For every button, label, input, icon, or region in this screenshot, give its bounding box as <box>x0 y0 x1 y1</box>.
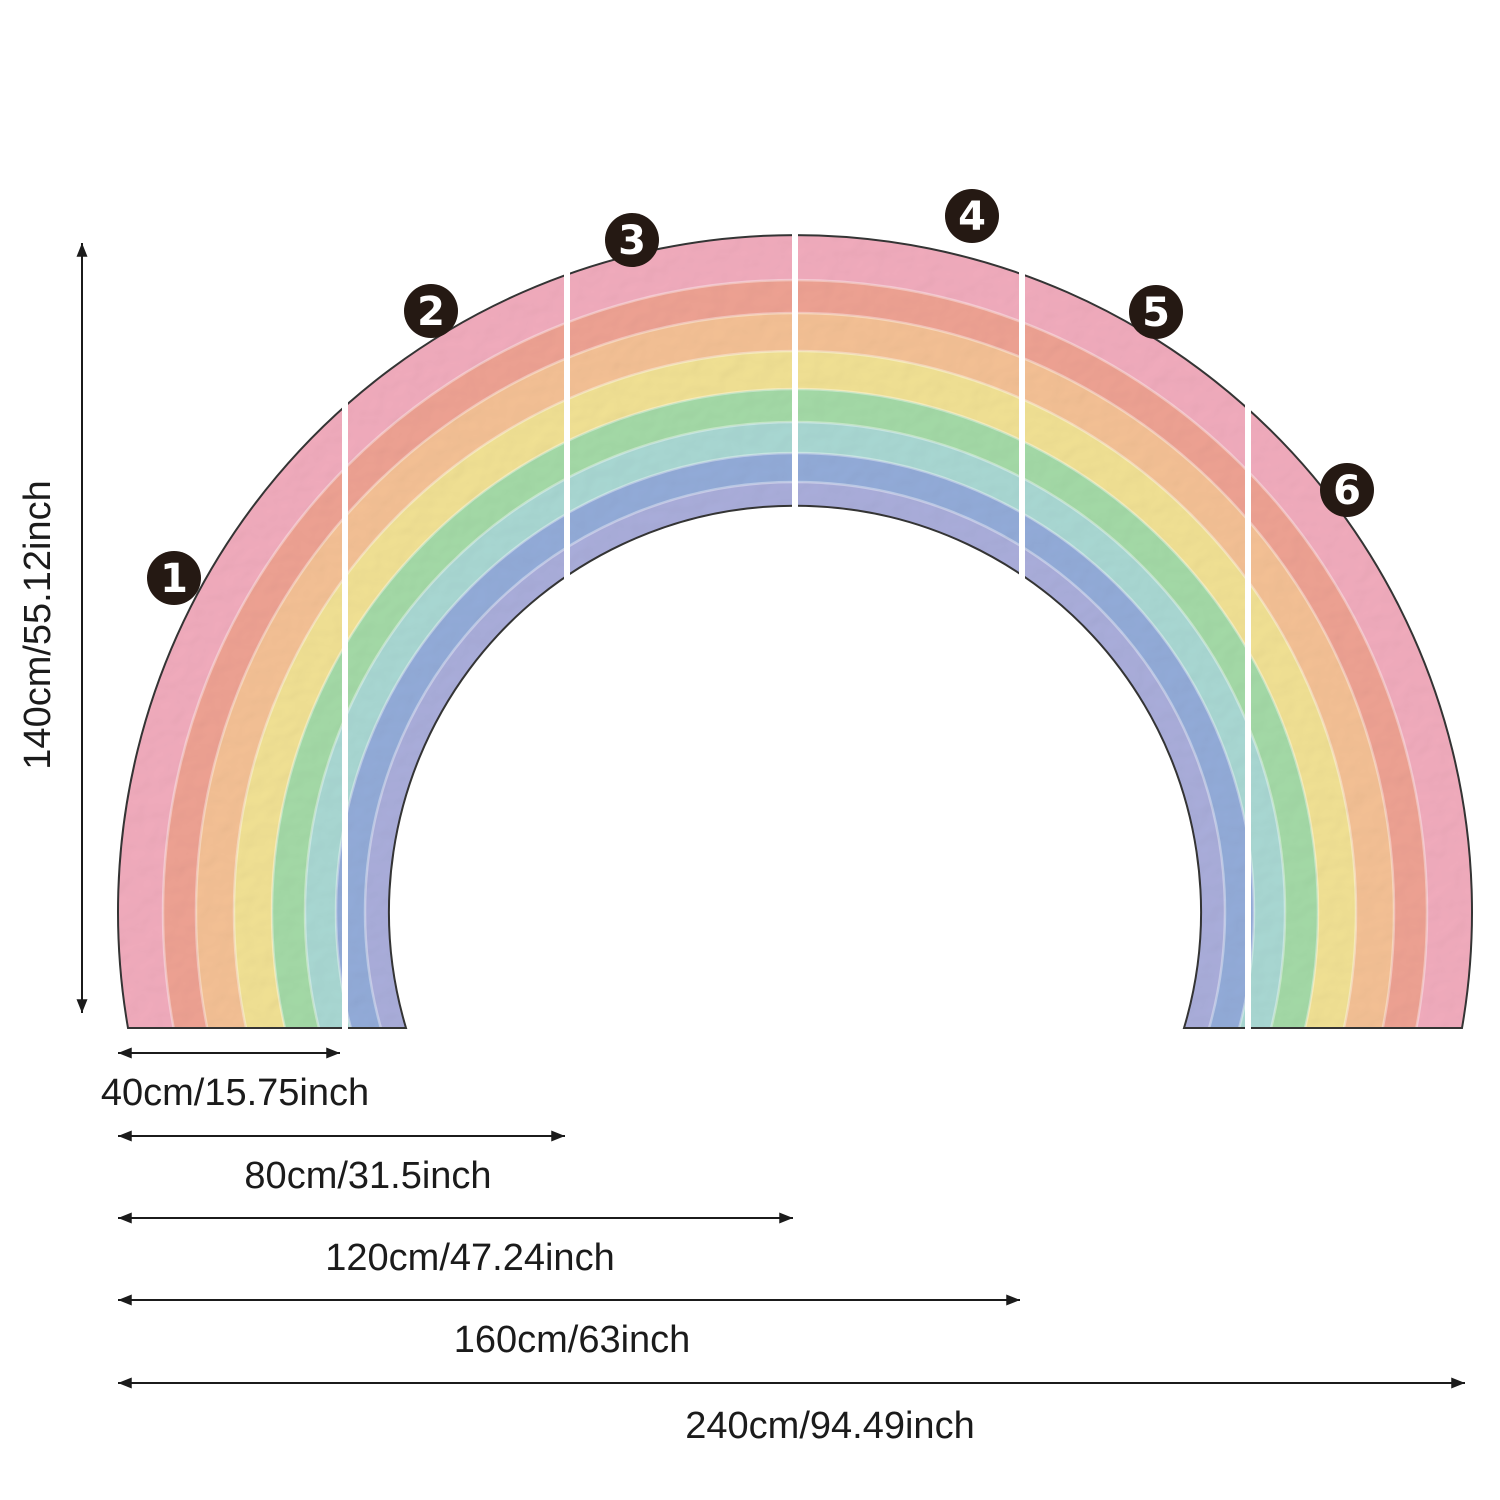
panel-marker-circle <box>147 551 201 605</box>
panel-marker-circle <box>404 284 458 338</box>
panel-divider-2-3 <box>564 271 570 579</box>
panel-divider-5-6 <box>1245 405 1251 1034</box>
panel-marker-2: 2 <box>404 284 458 338</box>
rainbow-outline <box>117 234 1473 1029</box>
width-dimension-label: 160cm/63inch <box>454 1319 691 1361</box>
width-dimension-label: 240cm/94.49inch <box>685 1405 974 1447</box>
width-dimension-label: 120cm/47.24inch <box>325 1237 614 1279</box>
panel-divider-4-5 <box>1019 271 1025 579</box>
width-dimension-label: 40cm/15.75inch <box>101 1072 369 1114</box>
panel-marker-number: 4 <box>958 194 986 240</box>
panel-marker-1: 1 <box>147 551 201 605</box>
panel-divider-3-4 <box>792 231 798 509</box>
width-dimension-120cm: 120cm/47.24inch <box>118 1212 793 1279</box>
panel-marker-circle <box>945 189 999 243</box>
panel-marker-5: 5 <box>1129 285 1183 339</box>
height-dimension-label: 140cm/55.12inch <box>17 480 59 769</box>
panel-marker-number: 5 <box>1142 290 1170 336</box>
width-dimension-label: 80cm/31.5inch <box>244 1155 491 1197</box>
panel-marker-number: 3 <box>618 218 646 264</box>
width-dimension-160cm: 160cm/63inch <box>118 1294 1020 1361</box>
panel-divider-1-2 <box>342 402 348 1032</box>
width-dimension-240cm: 240cm/94.49inch <box>118 1377 1465 1447</box>
panel-marker-4: 4 <box>945 189 999 243</box>
panel-marker-3: 3 <box>605 213 659 267</box>
panel-marker-circle <box>605 213 659 267</box>
panel-marker-number: 2 <box>417 289 445 335</box>
panel-marker-circle <box>1320 463 1374 517</box>
panel-marker-circle <box>1129 285 1183 339</box>
panel-marker-number: 1 <box>160 556 188 602</box>
width-dimension-80cm: 80cm/31.5inch <box>118 1130 565 1197</box>
panel-marker-number: 6 <box>1333 468 1361 514</box>
height-dimension: 140cm/55.12inch <box>17 243 88 1013</box>
panel-marker-6: 6 <box>1320 463 1374 517</box>
width-dimension-40cm: 40cm/15.75inch <box>101 1047 369 1114</box>
